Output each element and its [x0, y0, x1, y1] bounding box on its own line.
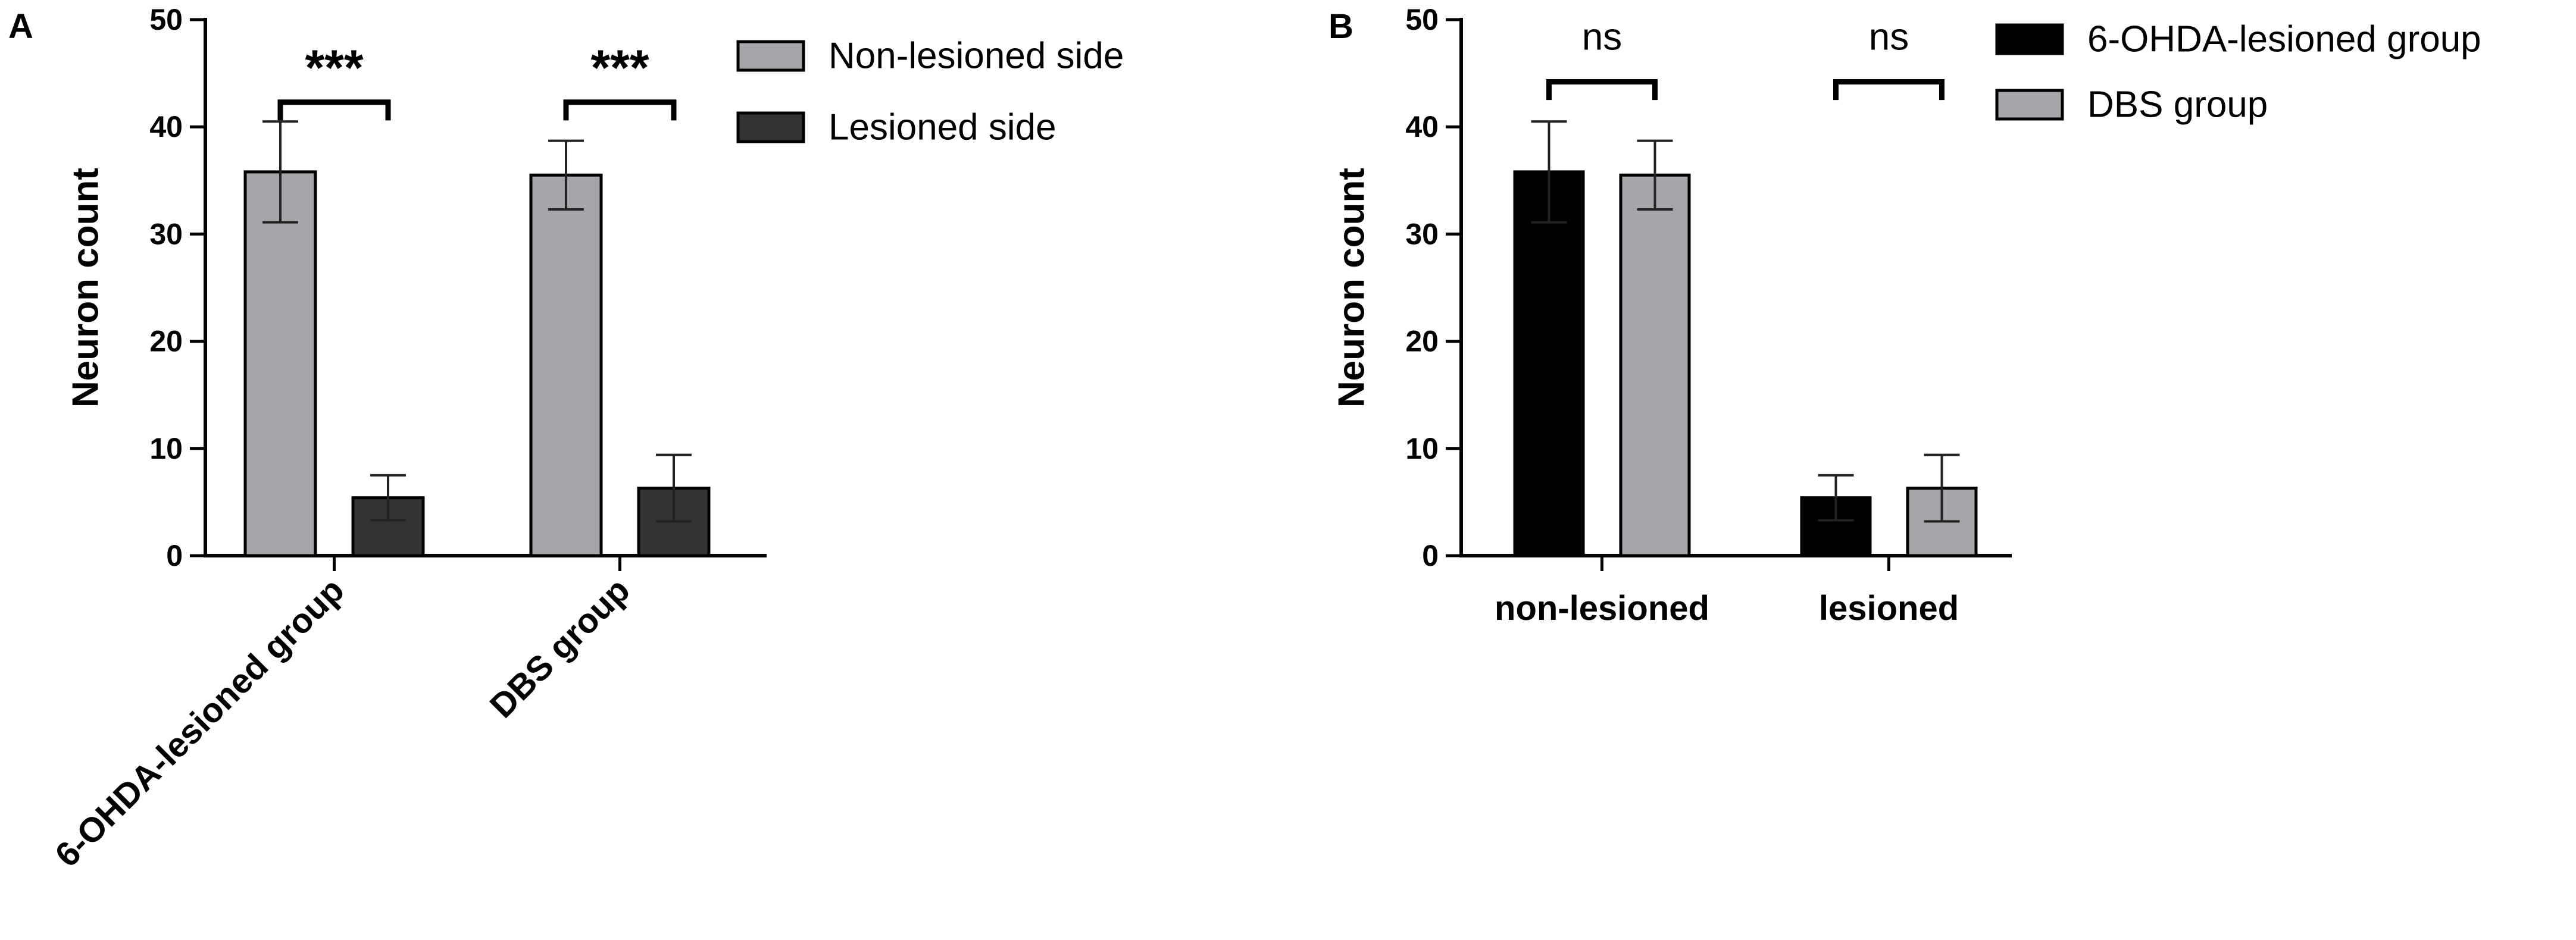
y-tick-label: 50: [1405, 3, 1439, 36]
x-tick-label: 6-OHDA-lesioned group: [48, 571, 352, 875]
legend-swatch: [1995, 23, 2064, 55]
significance-label: ***: [590, 39, 649, 95]
y-axis-label: Neuron count: [1331, 168, 1372, 408]
y-tick-label: 10: [149, 432, 183, 465]
x-tick-label: lesioned: [1819, 589, 1959, 628]
bar: [529, 173, 603, 557]
legend-label: DBS group: [2087, 84, 2268, 126]
x-tick-label: non-lesioned: [1495, 589, 1709, 628]
y-tick-label: 40: [1405, 110, 1439, 143]
y-tick-label: 0: [1422, 539, 1439, 572]
chart-panel-a: A Neuron count 0 10 20 30 40 50 6-OHDA-lesioned …: [8, 3, 1124, 875]
legend-label: Non-lesioned side: [829, 36, 1124, 77]
panel-letter: A: [8, 7, 33, 46]
y-tick-label: 30: [1405, 217, 1439, 250]
significance-label: ns: [1582, 15, 1622, 58]
x-tick-label: DBS group: [483, 571, 637, 725]
y-tick-label: 0: [166, 539, 183, 572]
chart-panel-b: B Neuron count 0 10 20 30 40 50 non-lesioned ns le…: [1328, 3, 2481, 628]
legend-swatch: [736, 40, 805, 72]
y-tick-label: 50: [149, 3, 183, 36]
significance-bracket: [277, 99, 391, 121]
significance-label: ***: [305, 39, 363, 95]
significance-bracket: [563, 99, 677, 121]
legend: 6-OHDA-lesioned group DBS group: [1995, 19, 2481, 126]
y-tick-label: 10: [1405, 432, 1439, 465]
panel-letter: B: [1328, 7, 1353, 46]
legend: Non-lesioned side Lesioned side: [736, 36, 1124, 148]
legend-swatch: [1995, 89, 2064, 121]
significance-bracket: [1546, 79, 1658, 101]
legend-label: Lesioned side: [829, 107, 1056, 148]
bar: [1513, 170, 1585, 557]
y-tick-label: 20: [149, 325, 183, 358]
y-tick-label: 20: [1405, 325, 1439, 358]
legend-swatch: [736, 111, 805, 143]
y-axis-label: Neuron count: [65, 168, 106, 408]
significance-label: ns: [1869, 15, 1909, 58]
legend-label: 6-OHDA-lesioned group: [2087, 19, 2481, 60]
y-tick-label: 40: [149, 110, 183, 143]
significance-bracket: [1833, 79, 1944, 101]
y-tick-label: 30: [149, 217, 183, 250]
bar: [1619, 173, 1691, 557]
bar: [243, 170, 317, 557]
